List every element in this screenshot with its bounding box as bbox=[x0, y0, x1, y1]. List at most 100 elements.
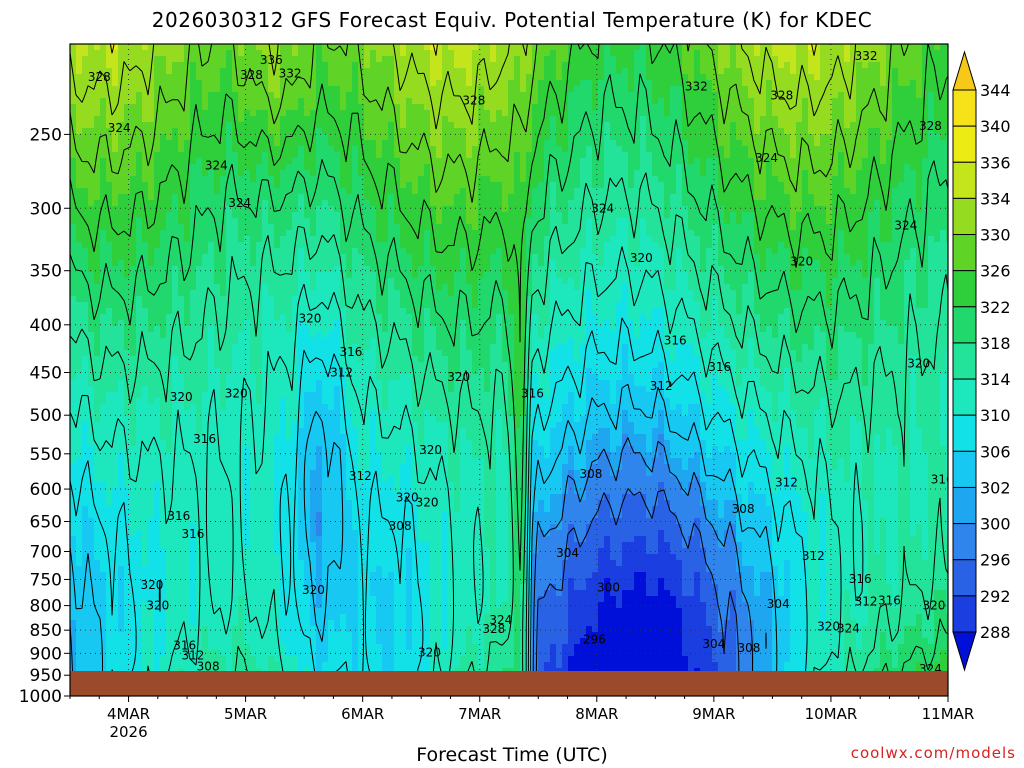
field-cell bbox=[364, 62, 371, 69]
field-cell bbox=[826, 116, 833, 123]
field-cell bbox=[472, 68, 479, 75]
field-cell bbox=[838, 140, 845, 147]
field-cell bbox=[142, 200, 149, 207]
field-cell bbox=[88, 80, 95, 87]
field-cell bbox=[256, 86, 263, 93]
field-cell bbox=[406, 122, 413, 129]
field-cell bbox=[784, 86, 791, 93]
field-cell bbox=[286, 200, 293, 207]
field-cell bbox=[82, 56, 89, 63]
field-cell bbox=[688, 212, 695, 219]
field-cell bbox=[670, 98, 677, 105]
field-cell bbox=[340, 158, 347, 165]
field-cell bbox=[424, 218, 431, 225]
field-cell bbox=[214, 200, 221, 207]
field-cell bbox=[292, 86, 299, 93]
field-cell bbox=[76, 110, 83, 117]
field-cell bbox=[856, 206, 863, 213]
field-cell bbox=[682, 116, 689, 123]
field-cell bbox=[742, 86, 749, 93]
field-cell bbox=[304, 98, 311, 105]
field-cell bbox=[682, 44, 689, 51]
field-cell bbox=[772, 152, 779, 159]
field-cell bbox=[352, 170, 359, 177]
field-cell bbox=[868, 176, 875, 183]
field-cell bbox=[274, 236, 281, 243]
field-cell bbox=[418, 206, 425, 213]
field-cell bbox=[778, 56, 785, 63]
field-cell bbox=[358, 176, 365, 183]
field-cell bbox=[328, 86, 335, 93]
field-cell bbox=[508, 230, 515, 237]
field-cell bbox=[382, 224, 389, 231]
field-cell bbox=[328, 98, 335, 105]
field-cell bbox=[670, 50, 677, 57]
field-cell bbox=[136, 188, 143, 195]
field-cell bbox=[940, 242, 947, 249]
field-cell bbox=[310, 170, 317, 177]
field-cell bbox=[400, 224, 407, 231]
field-cell bbox=[766, 218, 773, 225]
field-cell bbox=[274, 170, 281, 177]
field-cell bbox=[850, 74, 857, 81]
field-cell bbox=[772, 236, 779, 243]
field-cell bbox=[922, 56, 929, 63]
field-cell bbox=[712, 140, 719, 147]
field-cell bbox=[496, 224, 503, 231]
field-cell bbox=[664, 140, 671, 147]
field-cell bbox=[940, 140, 947, 147]
field-cell bbox=[838, 194, 845, 201]
field-cell bbox=[328, 104, 335, 111]
field-cell bbox=[532, 128, 539, 135]
field-cell bbox=[382, 44, 389, 51]
field-cell bbox=[910, 92, 917, 99]
field-cell bbox=[382, 50, 389, 57]
field-cell bbox=[334, 140, 341, 147]
field-cell bbox=[526, 236, 533, 243]
field-cell bbox=[514, 200, 521, 207]
field-cell bbox=[790, 236, 797, 243]
field-cell bbox=[574, 236, 581, 243]
field-cell bbox=[838, 182, 845, 189]
field-cell bbox=[718, 56, 725, 63]
field-cell bbox=[688, 176, 695, 183]
field-cell bbox=[394, 236, 401, 243]
field-cell bbox=[886, 140, 893, 147]
field-cell bbox=[856, 80, 863, 87]
field-cell bbox=[832, 56, 839, 63]
field-cell bbox=[886, 158, 893, 165]
field-cell bbox=[388, 134, 395, 141]
field-cell bbox=[520, 158, 527, 165]
field-cell bbox=[670, 62, 677, 69]
field-cell bbox=[244, 242, 251, 249]
field-cell bbox=[376, 86, 383, 93]
field-cell bbox=[442, 92, 449, 99]
field-cell bbox=[628, 170, 635, 177]
field-cell bbox=[820, 86, 827, 93]
field-cell bbox=[910, 200, 917, 207]
field-cell bbox=[202, 74, 209, 81]
field-cell bbox=[700, 218, 707, 225]
field-cell bbox=[922, 188, 929, 195]
field-cell bbox=[802, 194, 809, 201]
field-cell bbox=[430, 182, 437, 189]
field-cell bbox=[760, 50, 767, 57]
field-cell bbox=[76, 104, 83, 111]
field-cell bbox=[220, 116, 227, 123]
field-cell bbox=[616, 236, 623, 243]
field-cell bbox=[226, 68, 233, 75]
field-cell bbox=[478, 176, 485, 183]
field-cell bbox=[442, 218, 449, 225]
field-cell bbox=[508, 98, 515, 105]
field-cell bbox=[124, 236, 131, 243]
field-cell bbox=[568, 98, 575, 105]
field-cell bbox=[88, 224, 95, 231]
field-cell bbox=[274, 116, 281, 123]
field-cell bbox=[808, 134, 815, 141]
field-cell bbox=[556, 236, 563, 243]
field-cell bbox=[676, 200, 683, 207]
field-cell bbox=[868, 98, 875, 105]
field-cell bbox=[802, 134, 809, 141]
field-cell bbox=[826, 50, 833, 57]
field-cell bbox=[688, 152, 695, 159]
